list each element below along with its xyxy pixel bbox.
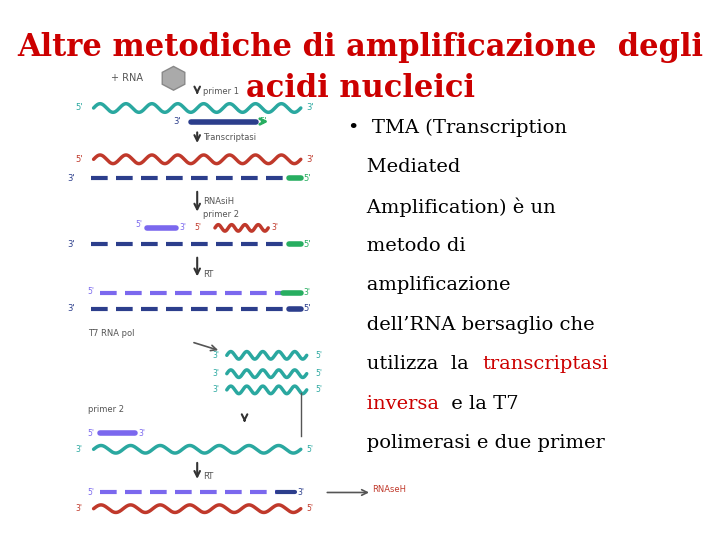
Text: primer 1: primer 1 — [203, 87, 239, 96]
Text: 3': 3' — [67, 240, 75, 248]
Text: 5': 5' — [135, 220, 142, 229]
Text: 5': 5' — [88, 287, 95, 295]
Text: RNAseH: RNAseH — [372, 485, 406, 494]
Text: polimerasi e due primer: polimerasi e due primer — [348, 434, 605, 452]
Text: 5': 5' — [315, 369, 323, 378]
Text: Mediated: Mediated — [348, 158, 461, 176]
Text: Transcriptasi: Transcriptasi — [203, 133, 256, 142]
Text: 3': 3' — [307, 155, 315, 164]
Text: 5': 5' — [76, 155, 84, 164]
Text: primer 2: primer 2 — [203, 210, 239, 219]
Text: 5': 5' — [307, 445, 314, 454]
Text: 3': 3' — [298, 488, 305, 497]
Text: 3': 3' — [76, 445, 83, 454]
Text: 5': 5' — [194, 224, 201, 232]
Text: RT: RT — [203, 472, 213, 481]
Text: primer 2: primer 2 — [88, 405, 124, 414]
Text: inversa: inversa — [348, 395, 439, 413]
Text: transcriptasi: transcriptasi — [483, 355, 609, 373]
Text: T7 RNA pol: T7 RNA pol — [88, 329, 134, 338]
Text: 5': 5' — [88, 488, 95, 497]
Text: 5': 5' — [315, 386, 323, 394]
Text: 3': 3' — [212, 369, 219, 378]
Text: 3': 3' — [307, 104, 315, 112]
Text: 3': 3' — [67, 305, 75, 313]
Text: 3': 3' — [174, 117, 181, 126]
Text: 3': 3' — [67, 174, 75, 183]
Text: dell’RNA bersaglio che: dell’RNA bersaglio che — [348, 316, 595, 334]
Text: RT: RT — [203, 270, 213, 279]
Text: Amplification) è un: Amplification) è un — [348, 198, 556, 217]
Text: metodo di: metodo di — [348, 237, 466, 255]
Text: 3': 3' — [271, 224, 278, 232]
Text: 3': 3' — [212, 386, 219, 394]
Text: 3': 3' — [138, 429, 145, 437]
Text: 5': 5' — [259, 117, 267, 126]
Text: + RNA: + RNA — [112, 73, 143, 83]
Text: 3': 3' — [179, 224, 186, 232]
Text: 5': 5' — [76, 104, 84, 112]
Text: 5': 5' — [304, 174, 311, 183]
Text: amplificazione: amplificazione — [348, 276, 510, 294]
Text: 5': 5' — [304, 240, 311, 248]
Text: e la T7: e la T7 — [445, 395, 518, 413]
Text: 3': 3' — [304, 288, 311, 297]
Text: 3': 3' — [212, 351, 219, 360]
Text: Altre metodiche di amplificazione  degli
acidi nucleici: Altre metodiche di amplificazione degli … — [17, 32, 703, 104]
Text: 5': 5' — [307, 504, 314, 513]
Text: utilizza  la: utilizza la — [348, 355, 475, 373]
Text: 5': 5' — [88, 429, 95, 437]
Text: •  TMA (Transcription: • TMA (Transcription — [348, 119, 567, 137]
Text: 5': 5' — [304, 305, 311, 313]
Text: 5': 5' — [315, 351, 323, 360]
Text: 3': 3' — [76, 504, 83, 513]
Text: RNAsiH: RNAsiH — [203, 197, 234, 206]
